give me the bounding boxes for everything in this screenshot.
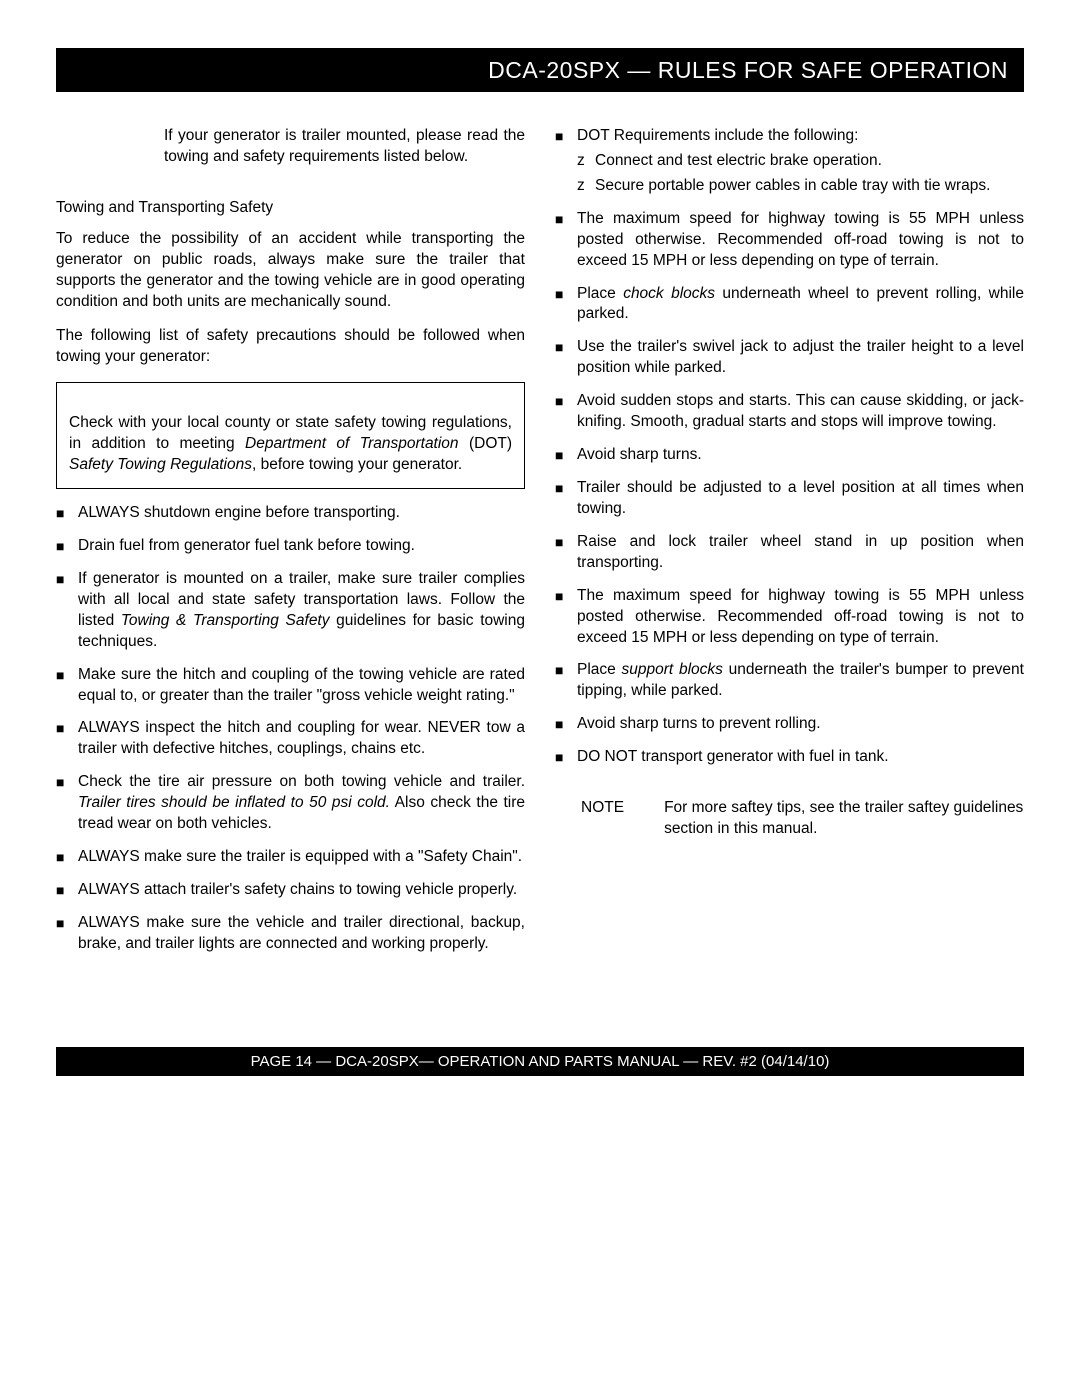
list-text: Place — [577, 661, 622, 678]
paragraph-2: The following list of safety precautions… — [56, 326, 525, 368]
list-text: Place — [577, 285, 623, 302]
list-item: DO NOT transport generator with fuel in … — [555, 747, 1024, 768]
list-item: Make sure the hitch and coupling of the … — [56, 665, 525, 707]
list-item: The maximum speed for highway towing is … — [555, 586, 1024, 649]
list-item: ALWAYS attach trailer's safety chains to… — [56, 880, 525, 901]
header-left-block — [56, 48, 346, 92]
header-bar: DCA-20SPX — RULES FOR SAFE OPERATION — [56, 48, 1024, 92]
note-text: For more saftey tips, see the trailer sa… — [664, 798, 1024, 840]
list-text: DOT Requirements include the following: — [577, 127, 858, 144]
list-item: The maximum speed for highway towing is … — [555, 209, 1024, 272]
list-item: Drain fuel from generator fuel tank befo… — [56, 536, 525, 557]
paragraph-1: To reduce the possibility of an accident… — [56, 229, 525, 313]
page-title: DCA-20SPX — RULES FOR SAFE OPERATION — [346, 48, 1024, 92]
sub-item: Secure portable power cables in cable tr… — [577, 176, 1024, 197]
sub-item: Connect and test electric brake operatio… — [577, 151, 1024, 172]
footer-bar: PAGE 14 — DCA-20SPX— OPERATION AND PARTS… — [56, 1047, 1024, 1076]
list-item: Avoid sharp turns to prevent rolling. — [555, 714, 1024, 735]
section-heading: Towing and Transporting Safety — [56, 198, 525, 219]
list-italic: Towing & Transporting Safety — [121, 612, 330, 629]
intro-paragraph: If your generator is trailer mounted, pl… — [164, 126, 525, 168]
note-label: NOTE — [581, 798, 624, 840]
sub-list: Connect and test electric brake operatio… — [577, 151, 1024, 197]
right-bullet-list: DOT Requirements include the following: … — [555, 126, 1024, 768]
list-item: ALWAYS shutdown engine before transporti… — [56, 503, 525, 524]
list-item: Raise and lock trailer wheel stand in up… — [555, 532, 1024, 574]
box-italic-1: Department of Transportation — [245, 435, 459, 452]
content-columns: If your generator is trailer mounted, pl… — [56, 126, 1024, 967]
list-item: Avoid sharp turns. — [555, 445, 1024, 466]
list-item: ALWAYS make sure the trailer is equipped… — [56, 847, 525, 868]
notice-box: Check with your local county or state sa… — [56, 382, 525, 489]
list-item: If generator is mounted on a trailer, ma… — [56, 569, 525, 653]
list-italic: chock blocks — [623, 285, 715, 302]
list-item: ALWAYS make sure the vehicle and trailer… — [56, 913, 525, 955]
list-text: Check the tire air pressure on both towi… — [78, 773, 525, 790]
list-item: Place chock blocks underneath wheel to p… — [555, 284, 1024, 326]
left-column: If your generator is trailer mounted, pl… — [56, 126, 525, 967]
list-item: DOT Requirements include the following: … — [555, 126, 1024, 197]
list-item: ALWAYS inspect the hitch and coupling fo… — [56, 718, 525, 760]
list-item: Use the trailer's swivel jack to adjust … — [555, 337, 1024, 379]
box-text: (DOT) — [459, 435, 512, 452]
list-item: Place support blocks underneath the trai… — [555, 660, 1024, 702]
list-italic: Trailer tires should be inflated to 50 p… — [78, 794, 390, 811]
list-italic: support blocks — [622, 661, 723, 678]
right-column: DOT Requirements include the following: … — [555, 126, 1024, 967]
left-bullet-list: ALWAYS shutdown engine before transporti… — [56, 503, 525, 955]
list-item: Check the tire air pressure on both towi… — [56, 772, 525, 835]
list-item: Trailer should be adjusted to a level po… — [555, 478, 1024, 520]
list-item: Avoid sudden stops and starts. This can … — [555, 391, 1024, 433]
box-italic-2: Safety Towing Regulations — [69, 456, 252, 473]
box-text: , before towing your generator. — [252, 456, 462, 473]
note-row: NOTE For more saftey tips, see the trail… — [555, 798, 1024, 840]
